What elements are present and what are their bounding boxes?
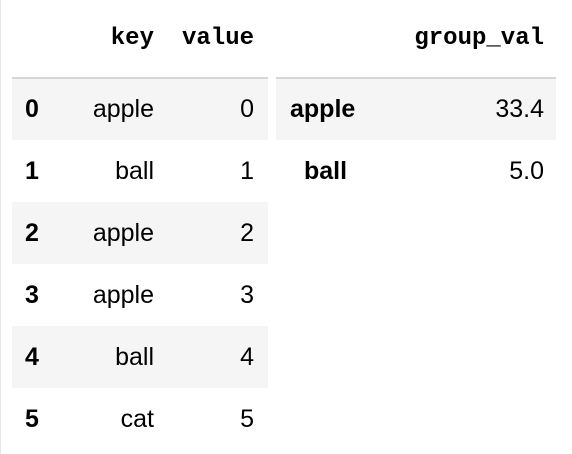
group-val-cell: 33.4 bbox=[495, 95, 544, 123]
key-cell: apple bbox=[92, 95, 154, 123]
row-index: ball bbox=[304, 156, 348, 185]
notebook-cell-border bbox=[0, 0, 1, 454]
key-cell: cat bbox=[120, 404, 154, 433]
table-row: apple 33.4 bbox=[276, 78, 556, 140]
row-index: 3 bbox=[25, 280, 39, 309]
value-cell: 4 bbox=[240, 342, 254, 371]
table-row: 3 apple 3 bbox=[12, 264, 268, 326]
value-cell: 3 bbox=[240, 280, 254, 309]
dataframe-table-left: key value 0 apple 0 1 ball 1 2 apple 2 3… bbox=[12, 0, 268, 450]
row-index: apple bbox=[290, 95, 356, 123]
index-header bbox=[12, 0, 58, 79]
column-header-key: key bbox=[58, 0, 154, 79]
key-cell: apple bbox=[92, 218, 154, 247]
column-header-value: value bbox=[154, 0, 268, 79]
value-cell: 1 bbox=[240, 156, 254, 185]
table-header-row: group_val bbox=[276, 0, 556, 79]
table-row: ball 5.0 bbox=[276, 140, 556, 202]
group-val-cell: 5.0 bbox=[509, 156, 544, 185]
key-cell: ball bbox=[115, 156, 154, 185]
row-index: 0 bbox=[25, 95, 39, 123]
row-index: 1 bbox=[25, 156, 39, 185]
row-index: 4 bbox=[25, 342, 39, 371]
table-row: 5 cat 5 bbox=[12, 388, 268, 450]
table-row: 0 apple 0 bbox=[12, 78, 268, 140]
row-index: 5 bbox=[25, 404, 39, 433]
dataframe-table-right: group_val apple 33.4 ball 5.0 bbox=[276, 0, 556, 202]
key-cell: apple bbox=[92, 280, 154, 309]
table-row: 2 apple 2 bbox=[12, 202, 268, 264]
table-header-row: key value bbox=[12, 0, 268, 79]
key-cell: ball bbox=[115, 342, 154, 371]
value-cell: 2 bbox=[240, 218, 254, 247]
table-row: 4 ball 4 bbox=[12, 326, 268, 388]
value-cell: 5 bbox=[240, 404, 254, 433]
row-index: 2 bbox=[25, 218, 39, 247]
column-header-group-val: group_val bbox=[396, 0, 556, 79]
index-header bbox=[276, 0, 396, 79]
table-row: 1 ball 1 bbox=[12, 140, 268, 202]
value-cell: 0 bbox=[240, 95, 254, 123]
